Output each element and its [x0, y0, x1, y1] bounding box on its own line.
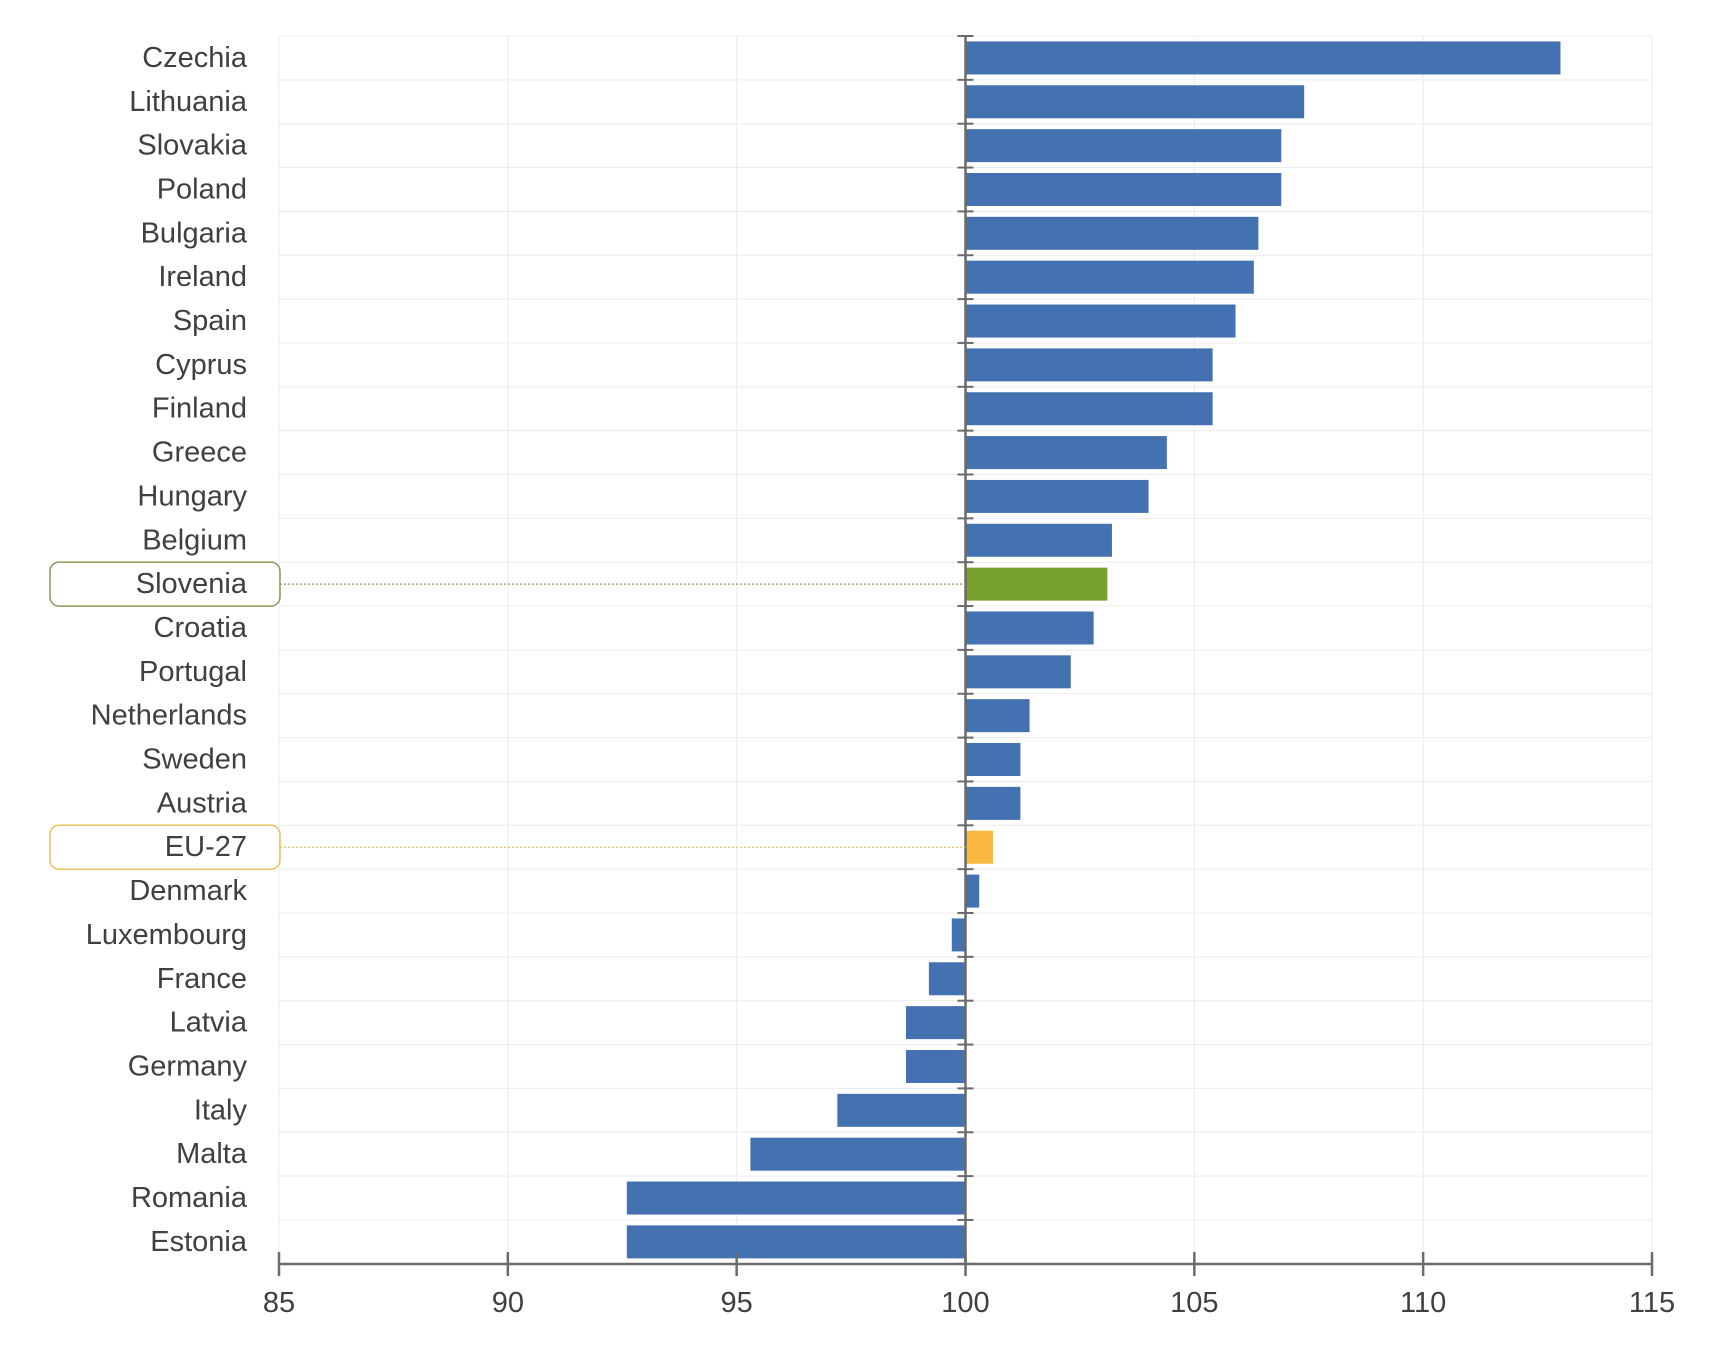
category-label-portugal: Portugal: [139, 656, 247, 688]
bar-czechia: [965, 41, 1561, 75]
category-label-cyprus: Cyprus: [155, 349, 247, 381]
bar-hungary: [965, 479, 1149, 513]
category-label-denmark: Denmark: [129, 875, 247, 907]
category-label-spain: Spain: [173, 305, 247, 337]
bar-slovenia: [965, 567, 1108, 601]
x-tick-label-95: 95: [721, 1287, 753, 1319]
category-label-poland: Poland: [157, 173, 247, 205]
bar-france: [928, 962, 966, 996]
bar-italy: [837, 1093, 966, 1127]
category-label-hungary: Hungary: [137, 480, 247, 512]
category-label-croatia: Croatia: [154, 612, 248, 644]
category-label-netherlands: Netherlands: [91, 700, 247, 732]
category-label-estonia: Estonia: [150, 1226, 248, 1258]
category-label-lithuania: Lithuania: [129, 86, 248, 118]
bar-netherlands: [965, 699, 1030, 733]
category-label-eu-27: EU-27: [165, 831, 247, 863]
category-label-ireland: Ireland: [158, 261, 247, 293]
bar-latvia: [906, 1006, 966, 1040]
label-layer: Czechia Lithuania Slovakia Poland Bulgaria Ir…: [49, 42, 966, 1258]
category-label-germany: Germany: [128, 1050, 248, 1082]
bar-belgium: [965, 523, 1112, 557]
category-label-belgium: Belgium: [142, 524, 247, 556]
bar-germany: [906, 1049, 966, 1083]
bar-finland: [965, 392, 1213, 426]
bar-eu-27: [965, 830, 993, 864]
axis-layer: 85 90 95 100 105 110 115: [263, 35, 1675, 1319]
bar-slovakia: [965, 129, 1282, 163]
category-label-italy: Italy: [194, 1094, 248, 1126]
x-tick-label-90: 90: [492, 1287, 524, 1319]
bar-greece: [965, 436, 1167, 470]
category-label-slovakia: Slovakia: [137, 130, 247, 162]
x-tick-label-105: 105: [1170, 1287, 1218, 1319]
bar-lithuania: [965, 85, 1305, 119]
x-tick-label-110: 110: [1400, 1287, 1446, 1319]
bar-portugal: [965, 655, 1071, 689]
bar-ireland: [965, 260, 1254, 294]
category-label-france: France: [157, 963, 247, 995]
bar-denmark: [965, 874, 980, 908]
bar-layer: [626, 41, 1561, 1259]
category-label-greece: Greece: [152, 437, 247, 469]
x-tick-label-100: 100: [941, 1287, 989, 1319]
category-label-slovenia: Slovenia: [136, 568, 248, 600]
category-label-austria: Austria: [157, 787, 248, 819]
bar-spain: [965, 304, 1236, 338]
category-label-czechia: Czechia: [142, 42, 248, 74]
category-label-bulgaria: Bulgaria: [141, 217, 248, 249]
category-label-romania: Romania: [131, 1182, 248, 1214]
bar-cyprus: [965, 348, 1213, 382]
bar-malta: [750, 1137, 966, 1171]
bar-bulgaria: [965, 216, 1259, 250]
bar-croatia: [965, 611, 1094, 645]
category-label-latvia: Latvia: [170, 1007, 248, 1039]
category-label-finland: Finland: [152, 393, 247, 425]
bar-poland: [965, 172, 1282, 206]
x-tick-label-115: 115: [1629, 1287, 1675, 1319]
bar-luxembourg: [951, 918, 966, 952]
category-label-sweden: Sweden: [142, 744, 247, 776]
bar-sweden: [965, 743, 1021, 777]
bar-estonia: [626, 1225, 966, 1259]
bar-austria: [965, 786, 1021, 820]
category-label-luxembourg: Luxembourg: [86, 919, 247, 951]
x-tick-label-85: 85: [263, 1287, 295, 1319]
bar-romania: [626, 1181, 966, 1215]
category-label-malta: Malta: [176, 1138, 248, 1170]
